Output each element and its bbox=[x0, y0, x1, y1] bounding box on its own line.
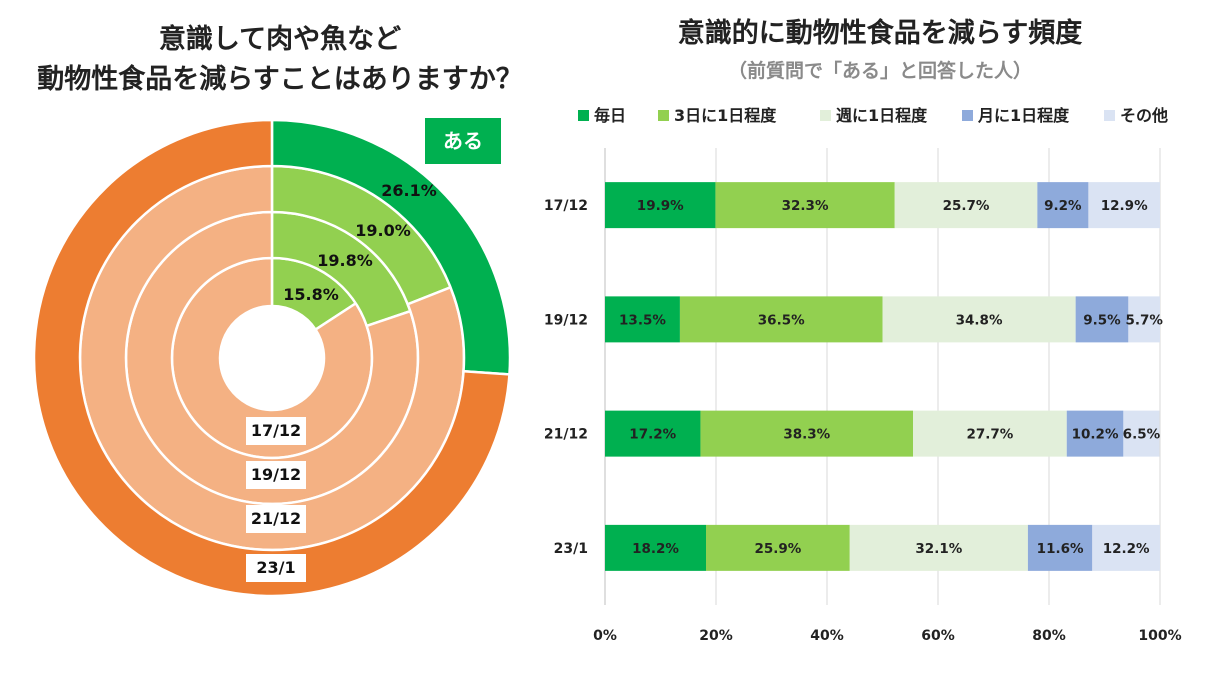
x-tick-label: 0% bbox=[593, 628, 617, 644]
bar-segment bbox=[700, 410, 914, 457]
bar-value-label: 25.7% bbox=[943, 198, 990, 214]
bar-value-label: 5.7% bbox=[1125, 312, 1163, 328]
ring-year-label-box bbox=[246, 554, 306, 582]
donut-chart-title: 意識して肉や魚など 動物性食品を減らすことはありますか？ bbox=[30, 20, 530, 100]
category-label: 19/12 bbox=[544, 312, 588, 328]
bar-segment bbox=[894, 182, 1038, 229]
bar-value-label: 9.2% bbox=[1044, 198, 1082, 214]
x-tick-label: 20% bbox=[699, 628, 733, 644]
legend-swatch bbox=[962, 110, 973, 121]
bar-segment bbox=[1128, 296, 1160, 343]
ring-year-label-box bbox=[246, 505, 306, 533]
ring-year-label: 23/1 bbox=[256, 558, 295, 577]
bar-chart-subtitle: （前質問で「ある」と回答した人） bbox=[727, 60, 1032, 82]
legend-swatch bbox=[820, 110, 831, 121]
bar-value-label: 19.9% bbox=[637, 198, 684, 214]
bar-segment bbox=[1027, 524, 1093, 571]
bar-value-label: 27.7% bbox=[966, 427, 1013, 443]
legend-swatch bbox=[578, 110, 589, 121]
category-label: 17/12 bbox=[544, 198, 588, 214]
stacked-bar-chart: 0% 20% 40% 60% 80% 100% 毎日 3日に1日程度 週に1日程度 月に1日程度 そ… bbox=[544, 106, 1182, 644]
bar-value-label: 36.5% bbox=[758, 312, 805, 328]
legend-label: 週に1日程度 bbox=[836, 106, 928, 125]
bar-segment bbox=[882, 296, 1076, 343]
x-tick-label: 80% bbox=[1032, 628, 1066, 644]
donut-title-line-1: 意識して肉や魚など bbox=[158, 24, 402, 55]
bar-value-label: 32.1% bbox=[915, 541, 962, 557]
bar-value-label: 6.5% bbox=[1123, 427, 1161, 443]
yes-badge bbox=[425, 118, 501, 164]
bar-value-label: 38.3% bbox=[783, 427, 830, 443]
ring-year-label: 19/12 bbox=[251, 465, 301, 484]
bar-segment bbox=[1123, 410, 1160, 457]
x-tick-label: 100% bbox=[1138, 628, 1181, 644]
bar-segment bbox=[1088, 182, 1160, 229]
ring-year-label: 17/12 bbox=[251, 421, 301, 440]
bar-segment bbox=[1066, 410, 1124, 457]
bar-segment bbox=[605, 182, 716, 229]
bar-segment bbox=[1075, 296, 1129, 343]
bar-value-label: 12.2% bbox=[1103, 541, 1150, 557]
bar-chart-title: 意識的に動物性食品を減らす頻度 bbox=[677, 18, 1083, 49]
ring-year-label-box bbox=[246, 417, 306, 445]
bar-segment bbox=[679, 296, 883, 343]
bar-segment bbox=[1092, 524, 1160, 571]
legend-label: その他 bbox=[1120, 106, 1168, 125]
donut-value-label: 19.0% bbox=[355, 221, 411, 240]
bar-segment bbox=[715, 182, 895, 229]
ring-year-label-box bbox=[246, 461, 306, 489]
bar-value-label: 9.5% bbox=[1083, 312, 1121, 328]
bar-value-label: 32.3% bbox=[782, 198, 829, 214]
yes-badge-label: ある bbox=[443, 129, 483, 153]
ring-year-label: 21/12 bbox=[251, 509, 301, 528]
legend-label: 月に1日程度 bbox=[977, 106, 1070, 125]
donut-title-line-2: 動物性食品を減らすことはありますか？ bbox=[37, 64, 523, 95]
x-tick-label: 60% bbox=[921, 628, 955, 644]
bar-value-label: 13.5% bbox=[619, 312, 666, 328]
legend-label: 3日に1日程度 bbox=[674, 106, 777, 125]
bar-segment bbox=[849, 524, 1028, 571]
bar-value-label: 18.2% bbox=[632, 541, 679, 557]
donut-value-label: 15.8% bbox=[283, 285, 339, 304]
x-tick-label: 40% bbox=[810, 628, 844, 644]
donut-no-segment-23-1 bbox=[32, 118, 511, 598]
bar-segment bbox=[605, 524, 707, 571]
donut-value-label: 19.8% bbox=[317, 251, 373, 270]
bar-segment bbox=[605, 410, 701, 457]
legend-swatch bbox=[658, 110, 669, 121]
bar-value-label: 10.2% bbox=[1072, 427, 1119, 443]
bar-value-label: 11.6% bbox=[1037, 541, 1084, 557]
bar-value-label: 34.8% bbox=[956, 312, 1003, 328]
bar-value-label: 17.2% bbox=[629, 427, 676, 443]
bar-segment bbox=[913, 410, 1067, 457]
category-label: 23/1 bbox=[554, 541, 588, 557]
donut-value-label: 26.1% bbox=[381, 181, 437, 200]
legend-label: 毎日 bbox=[594, 106, 626, 125]
nested-donut-chart: 15.8% 19.8% 19.0% 26.1% 17/12 19/12 21/12 23/1 あ… bbox=[32, 118, 512, 598]
bar-value-label: 25.9% bbox=[754, 541, 801, 557]
category-label: 21/12 bbox=[544, 427, 588, 443]
bar-segment bbox=[706, 524, 850, 571]
bar-segment bbox=[605, 296, 680, 343]
legend-swatch bbox=[1104, 110, 1115, 121]
bar-value-label: 12.9% bbox=[1101, 198, 1148, 214]
bar-segment bbox=[1037, 182, 1089, 229]
